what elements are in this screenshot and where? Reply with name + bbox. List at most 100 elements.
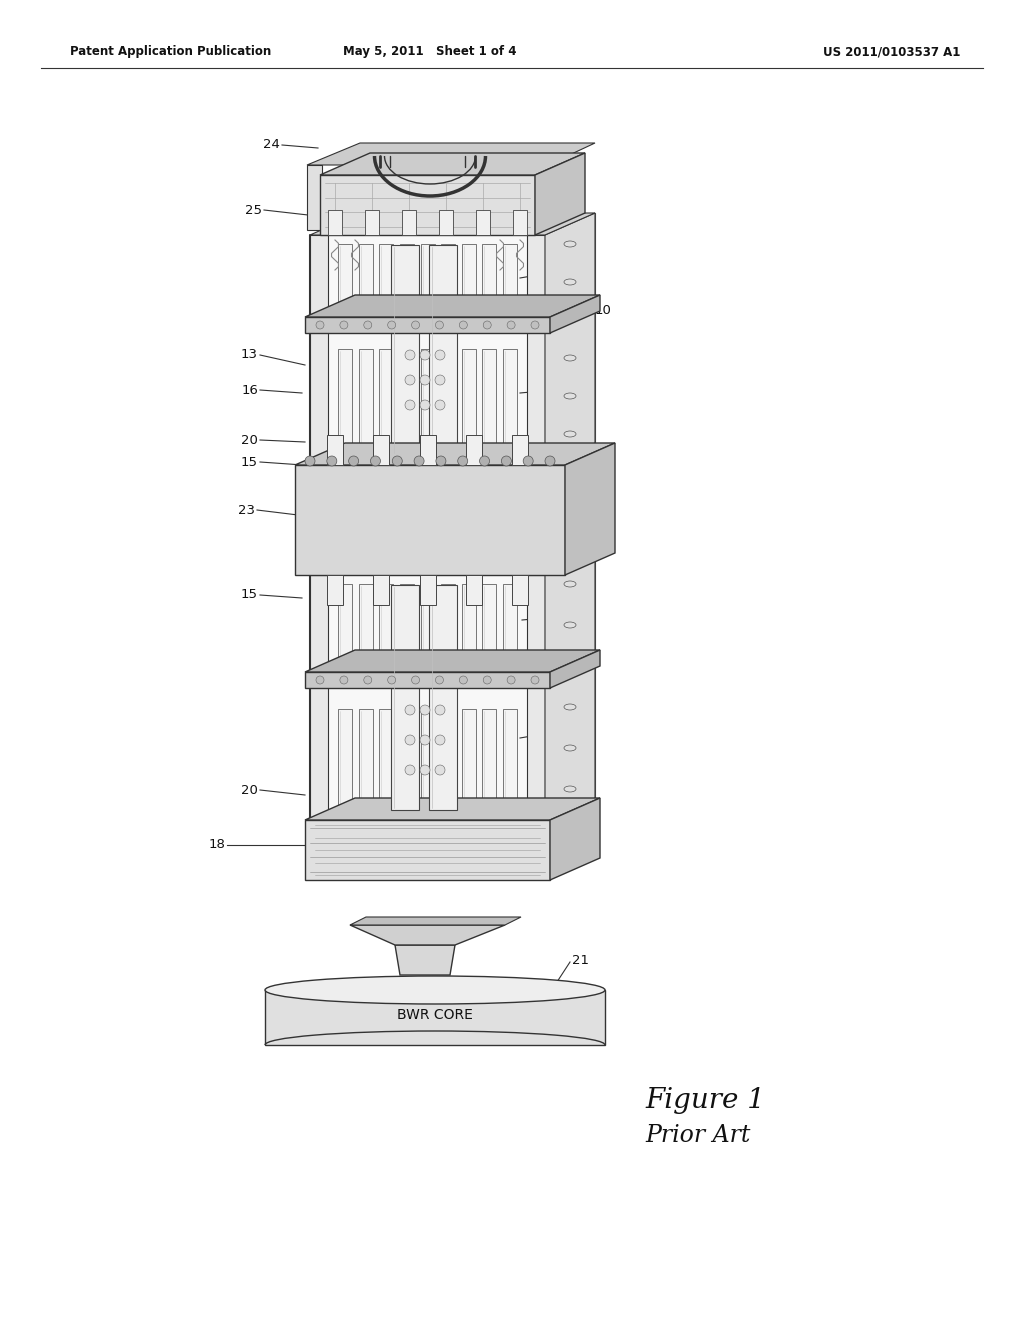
Circle shape — [316, 321, 324, 329]
Circle shape — [406, 350, 415, 360]
Text: 20: 20 — [560, 644, 577, 656]
Polygon shape — [391, 585, 419, 810]
Polygon shape — [466, 436, 481, 465]
Circle shape — [406, 400, 415, 411]
Polygon shape — [327, 436, 343, 465]
Ellipse shape — [564, 279, 575, 285]
Polygon shape — [358, 583, 373, 667]
Polygon shape — [462, 244, 476, 315]
Polygon shape — [545, 213, 595, 465]
Polygon shape — [439, 210, 453, 235]
Circle shape — [414, 455, 424, 466]
Ellipse shape — [564, 317, 575, 323]
Polygon shape — [503, 709, 517, 810]
Text: 10: 10 — [595, 304, 612, 317]
Circle shape — [406, 705, 415, 715]
Circle shape — [348, 455, 358, 466]
Polygon shape — [503, 348, 517, 455]
Circle shape — [420, 766, 430, 775]
Ellipse shape — [564, 581, 575, 587]
Text: 18: 18 — [543, 833, 560, 846]
Circle shape — [316, 676, 324, 684]
Circle shape — [406, 735, 415, 744]
Text: 16: 16 — [555, 384, 571, 396]
Polygon shape — [338, 348, 352, 455]
Ellipse shape — [564, 663, 575, 669]
Circle shape — [388, 321, 395, 329]
Polygon shape — [421, 348, 434, 455]
Circle shape — [340, 676, 348, 684]
Polygon shape — [305, 317, 550, 333]
Text: 20: 20 — [241, 433, 258, 446]
Polygon shape — [513, 210, 527, 235]
Polygon shape — [421, 709, 434, 810]
Circle shape — [364, 676, 372, 684]
Ellipse shape — [265, 975, 605, 1005]
Polygon shape — [319, 153, 585, 176]
Polygon shape — [535, 153, 585, 235]
Polygon shape — [310, 553, 595, 576]
Polygon shape — [374, 576, 389, 605]
Text: 22: 22 — [490, 141, 507, 154]
Polygon shape — [305, 820, 550, 880]
Polygon shape — [358, 709, 373, 810]
Circle shape — [435, 375, 445, 385]
Polygon shape — [565, 444, 615, 576]
Polygon shape — [350, 917, 521, 925]
Ellipse shape — [564, 432, 575, 437]
Ellipse shape — [564, 704, 575, 710]
Text: 11: 11 — [557, 455, 574, 469]
Ellipse shape — [564, 393, 575, 399]
Polygon shape — [310, 213, 595, 235]
Text: Prior Art: Prior Art — [645, 1123, 751, 1147]
Text: May 5, 2011   Sheet 1 of 4: May 5, 2011 Sheet 1 of 4 — [343, 45, 517, 58]
Polygon shape — [400, 583, 414, 667]
Circle shape — [388, 676, 395, 684]
Circle shape — [435, 350, 445, 360]
Polygon shape — [482, 709, 497, 810]
Circle shape — [340, 321, 348, 329]
Polygon shape — [441, 583, 455, 667]
Circle shape — [412, 676, 420, 684]
Text: Patent Application Publication: Patent Application Publication — [70, 45, 271, 58]
Polygon shape — [482, 348, 497, 455]
Polygon shape — [338, 244, 352, 315]
Text: 13: 13 — [241, 348, 258, 362]
Polygon shape — [327, 576, 343, 605]
Polygon shape — [338, 583, 352, 667]
Polygon shape — [307, 165, 322, 230]
Polygon shape — [400, 244, 414, 315]
Text: 17: 17 — [570, 239, 587, 252]
Polygon shape — [466, 576, 481, 605]
Circle shape — [364, 321, 372, 329]
Polygon shape — [503, 244, 517, 315]
Text: Figure 1: Figure 1 — [645, 1086, 765, 1114]
Circle shape — [305, 455, 315, 466]
Circle shape — [406, 766, 415, 775]
Polygon shape — [328, 235, 527, 465]
Polygon shape — [305, 672, 550, 688]
Polygon shape — [374, 436, 389, 465]
Ellipse shape — [564, 744, 575, 751]
Circle shape — [507, 676, 515, 684]
Circle shape — [483, 676, 492, 684]
Circle shape — [420, 705, 430, 715]
Polygon shape — [358, 348, 373, 455]
Circle shape — [420, 375, 430, 385]
Ellipse shape — [564, 785, 575, 792]
Polygon shape — [512, 436, 528, 465]
Ellipse shape — [564, 622, 575, 628]
Text: 230: 230 — [560, 503, 586, 516]
Polygon shape — [305, 294, 600, 317]
Polygon shape — [310, 576, 328, 820]
Polygon shape — [462, 709, 476, 810]
Polygon shape — [550, 649, 600, 688]
Text: 24: 24 — [263, 139, 280, 152]
Polygon shape — [534, 165, 548, 230]
Polygon shape — [421, 583, 434, 667]
Polygon shape — [295, 465, 565, 576]
Polygon shape — [328, 576, 527, 820]
Text: 16: 16 — [241, 384, 258, 396]
Text: 19: 19 — [557, 264, 573, 276]
Circle shape — [460, 321, 467, 329]
